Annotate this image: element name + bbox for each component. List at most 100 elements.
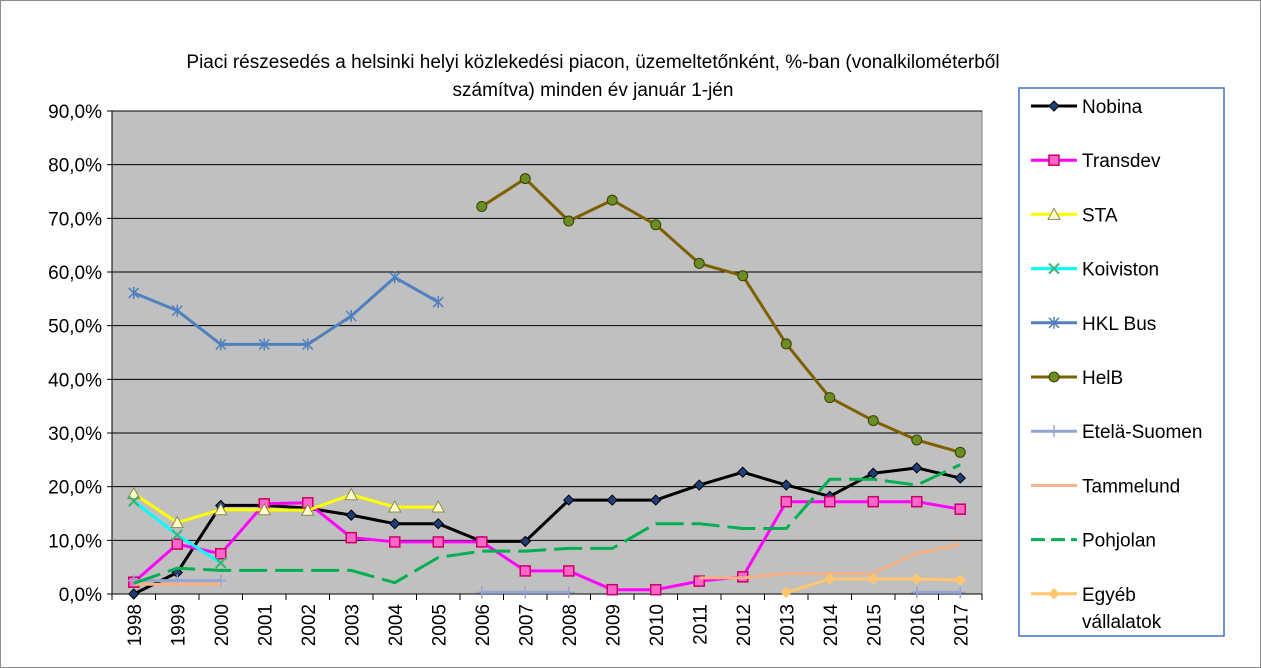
x-tick-label-2008: 2008 [560,604,581,646]
y-tick-label-5: 50,0% [48,317,102,338]
point-koiviston-1998-b [128,495,140,507]
x-tick-label-2009: 2009 [603,604,624,646]
x-tick-label-2000: 2000 [212,604,233,646]
point-nobina-2012 [737,466,749,478]
series-transdev [128,495,966,596]
series-egy-b-v-llalatok [780,573,966,599]
point-helb-2017 [954,446,966,458]
legend-item-hkl-bus: HKL Bus [1031,314,1156,335]
point-etel-suomen-2016 [910,586,923,599]
point-hkl-bus-2001 [258,338,270,351]
chart-title: Piaci részesedés a helsinki helyi közlek… [186,52,999,101]
point-etel-suomen-2008 [562,586,575,599]
point-egy-b-v-llalatok-2013 [780,586,792,599]
point-sta-2001 [257,502,272,516]
point-transdev-1999 [171,538,183,550]
legend-marker-koiviston-b [1048,262,1060,275]
gridlines [112,110,982,541]
legend-item-koiviston: Koiviston [1031,260,1159,281]
series-etel-suomen [127,574,967,599]
point-helb-2011 [693,257,705,269]
point-helb-2016 [911,434,923,446]
series-hkl-bus [128,271,444,351]
legend-marker-helb [1048,371,1060,383]
point-transdev-2017 [954,503,966,515]
y-tick-label-9: 90,0% [48,102,102,123]
point-nobina-1998 [128,588,140,600]
legend-item-transdev: Transdev [1031,151,1161,172]
series-hkl-bus-line-0 [133,275,440,346]
point-etel-suomen-2017 [954,586,967,599]
series-koiviston [128,495,227,569]
point-nobina-2004 [389,517,401,530]
point-koiviston-2000 [215,557,227,569]
y-tick-label-7: 70,0% [48,209,102,230]
point-hkl-bus-2004 [389,271,401,284]
point-helb-2008 [563,215,575,227]
point-egy-b-v-llalatok-2015 [867,573,879,585]
x-tick-label-2006: 2006 [473,604,494,646]
point-transdev-2016 [911,495,923,508]
point-etel-suomen-2007 [519,586,532,599]
legend-label-koiviston: Koiviston [1082,260,1159,281]
point-sta-2000 [213,502,228,516]
point-sta-2002 [300,503,315,516]
point-transdev-2013 [780,495,792,508]
point-helb-2007 [519,173,531,185]
legend-marker-koiviston [1048,262,1060,275]
legend-marker-sta [1047,207,1061,220]
point-helb-2010 [650,219,662,231]
legend-marker-hkl-bus [1048,316,1060,329]
point-nobina-2009 [606,494,618,506]
point-koiviston-1999-b [171,529,183,541]
point-hkl-bus-1998 [128,286,140,299]
legend-label-etel-suomen: Etelä-Suomen [1082,422,1202,443]
x-tick-label-2004: 2004 [386,604,407,647]
y-tick-label-2: 20,0% [48,478,102,499]
legend-item-etel-suomen: Etelä-Suomen [1031,422,1202,443]
point-transdev-2008 [563,565,575,577]
point-hkl-bus-2003 [345,310,357,323]
series-sta [126,486,446,529]
y-tick-label-0: 0,0% [59,585,102,606]
y-axis: 0,0% 10,0% 20,0% 30,0% 40,0% 50,0% 60,0% 70,0% 8… [48,102,113,606]
point-koiviston-1998 [128,495,140,507]
x-tick-label-2012: 2012 [734,604,755,646]
y-tick-label-1: 10,0% [48,531,102,552]
point-helb-2009 [606,194,618,206]
x-tick-label-2013: 2013 [777,604,798,646]
legend-label-transdev: Transdev [1082,151,1161,172]
point-transdev-2005 [432,536,444,548]
x-tick-label-2005: 2005 [429,604,450,646]
point-sta-1999 [170,515,185,529]
legend-label-sta: STA [1082,205,1118,226]
point-nobina-2003 [345,509,357,521]
x-tick-label-2002: 2002 [299,604,320,646]
point-transdev-2003 [345,531,357,544]
legend-item-nobina: Nobina [1031,97,1143,118]
point-transdev-2006 [476,536,488,548]
legend-item-helb: HelB [1031,368,1123,389]
point-helb-2015 [867,415,879,427]
series-helb [476,173,966,458]
point-helb-2014 [824,392,836,404]
point-nobina-2005 [432,517,444,530]
point-etel-suomen-2006 [475,586,488,599]
point-transdev-2010 [650,583,662,596]
point-nobina-2011 [693,479,705,491]
point-sta-2004 [387,500,402,513]
chart-title-line-1: Piaci részesedés a helsinki helyi közlek… [186,52,999,73]
chart-title-line-2: számítva) minden év január 1-jén [453,80,734,101]
legend-marker-etel-suomen [1048,425,1060,438]
x-tick-label-2010: 2010 [647,604,668,646]
point-helb-2006 [476,201,488,213]
x-tick-label-2017: 2017 [951,604,972,646]
point-hkl-bus-1999 [171,304,183,317]
series-helb-line-0 [480,177,961,454]
x-axis: 1998 1999 2000 2001 2002 2003 2004 2005 2006 2007… [111,593,983,647]
y-tick-label-4: 40,0% [48,370,102,391]
point-transdev-2000 [215,548,227,560]
y-tick-label-8: 80,0% [48,156,102,177]
point-nobina-2017 [954,472,966,484]
